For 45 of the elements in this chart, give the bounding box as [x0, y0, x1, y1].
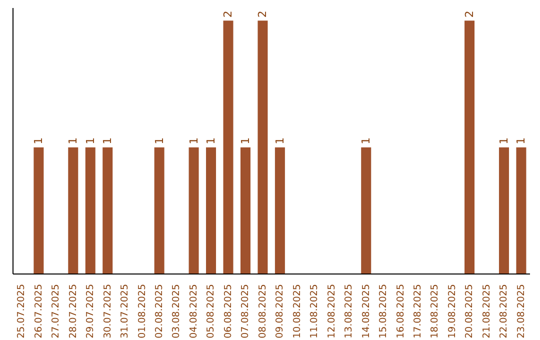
x-tick-label: 29.07.2025: [85, 284, 96, 338]
x-tick-label: 07.08.2025: [240, 284, 252, 338]
x-tick-label: 27.07.2025: [50, 284, 62, 338]
x-tick-label: 18.08.2025: [430, 284, 441, 338]
x-tick-label: 12.08.2025: [326, 284, 338, 338]
x-tick-label: 20.08.2025: [464, 284, 476, 338]
x-tick-label: 31.07.2025: [120, 284, 131, 338]
x-tick-label: 16.08.2025: [395, 284, 406, 338]
x-tick-label: 15.08.2025: [378, 284, 390, 338]
x-tick-label: 06.08.2025: [222, 284, 234, 338]
x-tick-label: 17.08.2025: [412, 284, 424, 338]
x-tick-label: 28.07.2025: [68, 284, 79, 338]
x-tick-label: 26.07.2025: [33, 284, 44, 338]
data-label: 1: [187, 137, 200, 144]
x-tick-label: 13.08.2025: [344, 284, 355, 338]
data-label: 1: [101, 137, 114, 144]
x-tick-label: 30.07.2025: [102, 284, 114, 338]
data-label: 2: [463, 10, 476, 18]
x-tick-label: 10.08.2025: [292, 284, 303, 338]
x-tick-label: 02.08.2025: [154, 284, 165, 338]
data-label: 1: [497, 137, 510, 144]
x-tick-label: 03.08.2025: [171, 284, 182, 338]
x-tick-label: 23.08.2025: [516, 284, 527, 338]
data-label: 2: [222, 10, 235, 18]
x-tick-label: 09.08.2025: [274, 284, 286, 338]
x-tick-label: 21.08.2025: [481, 284, 492, 338]
data-label: 1: [66, 137, 80, 144]
x-tick-label: 14.08.2025: [360, 284, 372, 338]
x-tick-label: 11.08.2025: [309, 284, 320, 338]
data-label: 1: [238, 137, 252, 144]
x-tick-label: 04.08.2025: [188, 284, 200, 338]
data-label: 1: [273, 137, 286, 144]
data-label: 2: [256, 10, 270, 18]
x-tick-label: 08.08.2025: [257, 284, 268, 338]
data-label: 1: [32, 137, 46, 144]
x-tick-label: 22.08.2025: [498, 284, 510, 338]
data-label: 1: [152, 137, 166, 144]
data-label: 1: [360, 137, 373, 144]
data-label: 1: [84, 137, 97, 144]
data-label: 1: [204, 137, 218, 144]
x-tick-label: 01.08.2025: [136, 284, 148, 338]
x-tick-label: 05.08.2025: [206, 284, 217, 338]
x-tick-label: 19.08.2025: [446, 284, 458, 338]
x-tick-label: 25.07.2025: [16, 284, 28, 338]
data-label: 1: [514, 137, 528, 144]
